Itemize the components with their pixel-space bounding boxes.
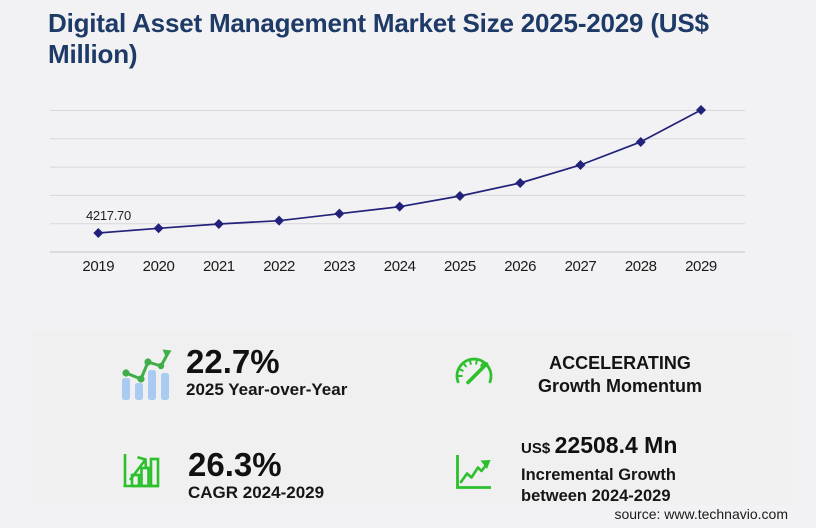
market-size-chart: 2019 2020 2021 2022 2023 2024 2025 2026 2027 2028…	[50, 104, 745, 275]
line-chart-arrow-icon	[456, 455, 491, 489]
yoy-value: 22.7%	[186, 343, 280, 380]
source-attribution: source: www.technavio.com	[614, 506, 788, 522]
cagr-label: CAGR 2024-2029	[188, 483, 325, 502]
first-point-data-label: 4217.70	[86, 208, 131, 223]
bar-chart-arrow-icon	[123, 454, 160, 488]
data-point-marker	[213, 218, 224, 229]
bar-chart-growth-icon	[122, 349, 172, 400]
page-title-line1: Digital Asset Management Market Size 202…	[48, 8, 709, 38]
momentum-line2: Growth Momentum	[538, 376, 702, 396]
data-point-marker	[93, 227, 104, 238]
incremental-currency: US$	[521, 440, 551, 457]
x-axis-tick-label: 2028	[625, 258, 657, 275]
incremental-value: 22508.4 Mn	[554, 432, 678, 458]
data-point-marker	[334, 208, 345, 219]
x-axis-tick-label: 2024	[384, 258, 416, 275]
data-point-marker	[696, 104, 706, 115]
data-point-marker	[575, 159, 586, 170]
x-axis-tick-label: 2023	[323, 258, 355, 275]
stats-panel: 22.7% 2025 Year-over-Year ACCELERATING	[31, 332, 792, 505]
page-title-line2: Million)	[48, 39, 138, 69]
data-point-marker	[515, 177, 526, 188]
x-axis-tick-label: 2025	[444, 258, 476, 275]
data-point-marker	[394, 201, 405, 212]
speedometer-icon	[455, 357, 493, 385]
data-point-marker	[635, 136, 646, 147]
x-axis-tick-label: 2021	[203, 258, 235, 275]
line-chart-canvas: 2019 2020 2021 2022 2023 2024 2025 2026 2027 2028…	[50, 104, 745, 275]
incremental-label-line1: Incremental Growth	[521, 466, 676, 484]
data-point-marker	[153, 223, 164, 234]
x-axis-tick-label: 2026	[504, 258, 536, 275]
x-axis-tick-label: 2022	[263, 258, 295, 275]
page-title: Digital Asset Management Market Size 202…	[48, 8, 748, 70]
x-axis-tick-label: 2027	[565, 258, 597, 275]
incremental-label-line2: between 2024-2029	[521, 487, 671, 505]
cagr-value: 26.3%	[188, 446, 282, 483]
x-axis-tick-label: 2019	[82, 258, 114, 275]
data-point-marker	[454, 190, 465, 201]
x-axis-tick-label: 2020	[143, 258, 175, 275]
x-axis-tick-label: 2029	[685, 258, 717, 275]
momentum-line1: ACCELERATING	[549, 353, 691, 373]
yoy-label: 2025 Year-over-Year	[186, 380, 348, 399]
data-point-marker	[274, 215, 285, 226]
